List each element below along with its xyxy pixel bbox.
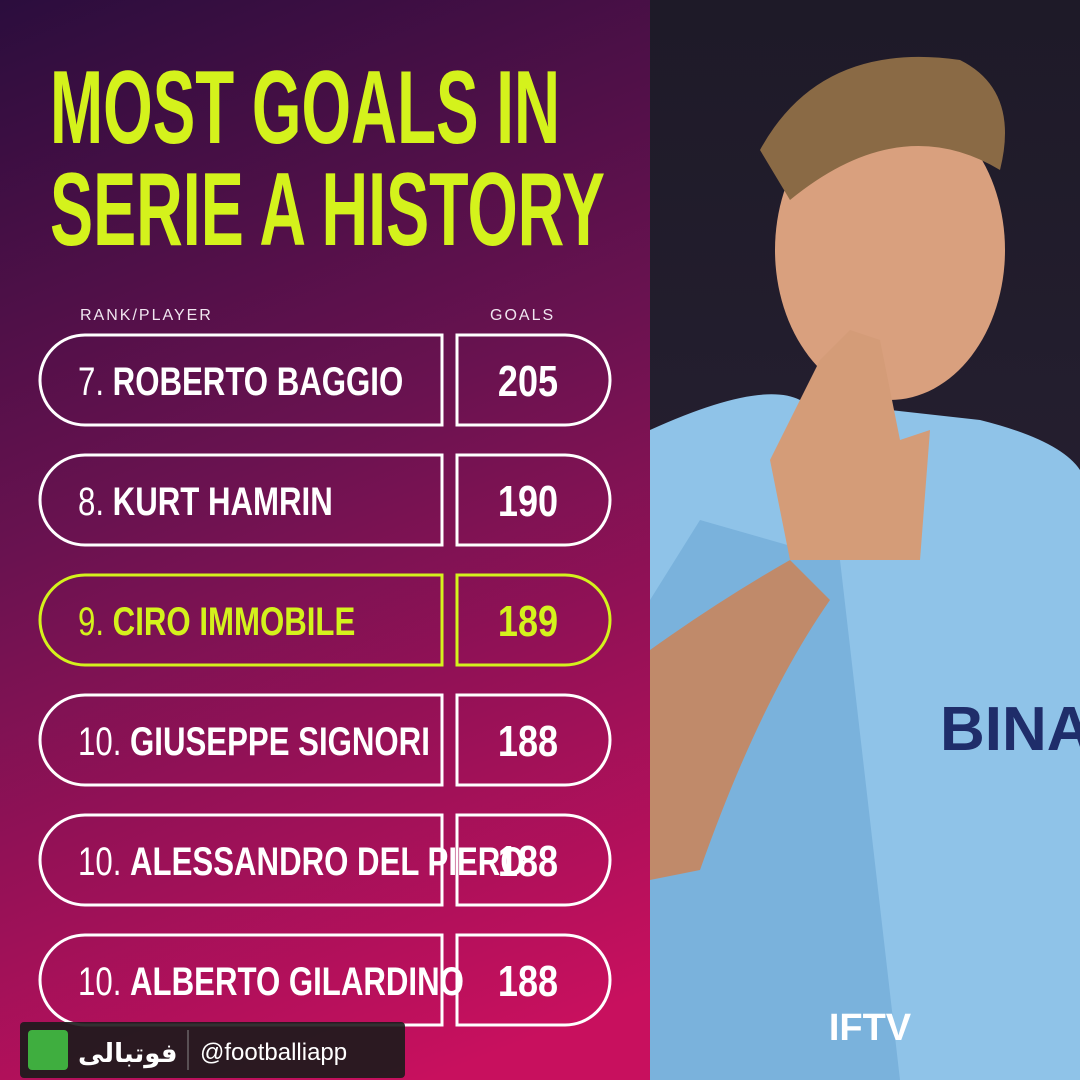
goals-box (455, 573, 612, 667)
column-header: RANK/PLAYER (80, 307, 213, 324)
rank: 8. (78, 479, 104, 524)
goals-box (455, 333, 612, 427)
player-box (38, 453, 444, 547)
goals: 188 (498, 837, 558, 886)
goals-box (455, 933, 612, 1027)
app-badge (20, 1022, 405, 1078)
handle: @footballiapp (200, 1039, 347, 1066)
app-icon (28, 1030, 68, 1070)
goals-box (455, 453, 612, 547)
row-label: 10. ALBERTO GILARDINO (78, 959, 464, 1004)
row-label: 9. CIRO IMMOBILE (78, 599, 355, 644)
rank: 10. (78, 839, 121, 884)
goals: 205 (498, 357, 558, 406)
player-name: ALBERTO GILARDINO (130, 959, 464, 1004)
row-label: 10. GIUSEPPE SIGNORI (78, 719, 430, 764)
title-line: SERIE A HISTORY (50, 152, 605, 268)
rank: 9. (78, 599, 104, 644)
player-box (38, 693, 444, 787)
row-label: 8. KURT HAMRIN (78, 479, 333, 524)
player-name: KURT HAMRIN (113, 479, 333, 524)
row-label: 10. ALESSANDRO DEL PIERO (78, 839, 525, 884)
player-name: CIRO IMMOBILE (113, 599, 356, 644)
goals: 188 (498, 957, 558, 1006)
title-line: MOST GOALS IN (50, 50, 560, 166)
brand-logo: IFTV (829, 1007, 912, 1049)
row-label: 7. ROBERTO BAGGIO (78, 359, 403, 404)
goals: 188 (498, 717, 558, 766)
player-box (38, 573, 444, 667)
goals-box (455, 693, 612, 787)
goals: 189 (498, 597, 558, 646)
player-photo: BINANCE (650, 0, 1080, 1080)
player-name: GIUSEPPE SIGNORI (130, 719, 430, 764)
player-name: ROBERTO BAGGIO (113, 359, 404, 404)
player-name: ALESSANDRO DEL PIERO (130, 839, 525, 884)
rank: 10. (78, 719, 121, 764)
goals-box (455, 813, 612, 907)
player-box (38, 813, 444, 907)
rank: 10. (78, 959, 121, 1004)
player-box (38, 333, 444, 427)
svg-text:BINANCE: BINANCE (940, 695, 1080, 764)
goals: 190 (498, 477, 558, 526)
app-name: فوتبالی (78, 1039, 178, 1069)
column-header: GOALS (490, 307, 555, 324)
rank: 7. (78, 359, 104, 404)
